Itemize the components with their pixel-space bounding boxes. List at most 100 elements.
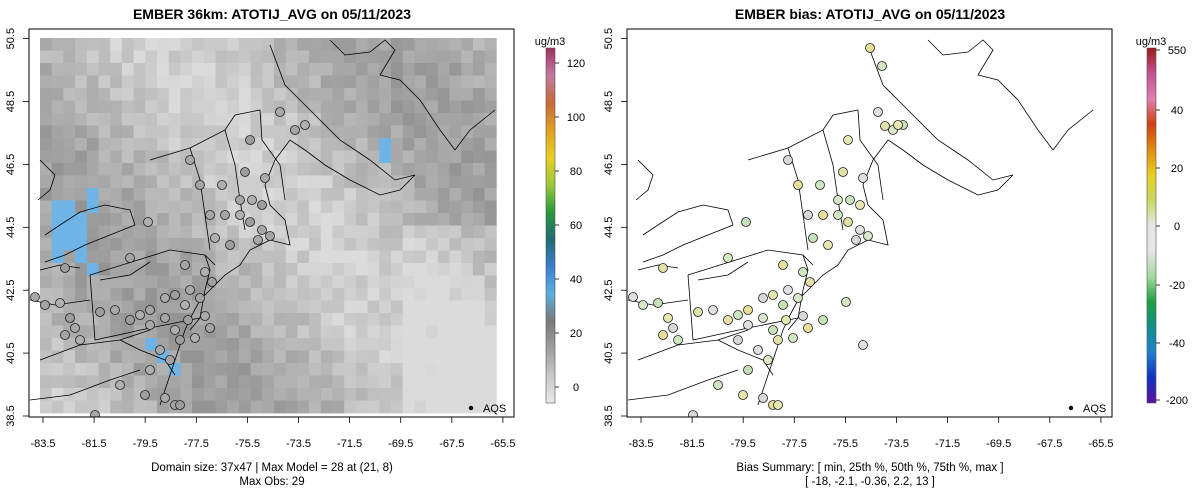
grid-cell [285,175,298,189]
grid-cell [40,325,53,339]
site-marker [823,240,833,250]
grid-cell [192,150,205,164]
grid-cell [285,275,298,289]
grid-cell [192,225,205,239]
grid-cell [192,213,205,226]
grid-cell [192,125,205,139]
grid-cell [379,138,392,151]
grid-cell [238,388,251,401]
grid-cell [472,50,485,64]
grid-cell [203,175,216,189]
grid-cell [402,88,415,101]
grid-cell [145,400,158,414]
grid-cell [391,313,404,326]
grid-cell [110,75,123,89]
grid-cell [227,288,240,301]
grid-cell [121,163,134,176]
grid-cell [285,400,298,414]
grid-cell [227,75,240,89]
grid-cell [121,88,134,101]
grid-cell [437,63,450,76]
grid-cell [297,213,310,226]
grid-cell [414,63,427,76]
grid-cell [121,213,134,226]
grid-cell [157,213,170,226]
colorbar-tick-label: 20 [570,328,582,340]
grid-cell [320,325,333,339]
grid-cell [484,88,497,101]
grid-cell [367,325,380,339]
grid-cell [133,188,146,201]
grid-cell [449,200,462,214]
grid-cell [133,200,146,214]
grid-cell [192,88,205,101]
grid-cell [157,275,170,289]
grid-cell [449,38,462,51]
grid-cell [355,375,368,389]
right-map-background [627,29,1112,417]
grid-cell [227,150,240,164]
grid-cell [157,225,170,239]
grid-cell [98,75,111,89]
grid-cell [274,338,287,351]
grid-cell [98,88,111,101]
grid-cell [285,363,298,376]
grid-cell [379,163,392,176]
grid-cell [426,375,439,389]
grid-cell [449,363,462,376]
grid-cell [484,225,497,239]
grid-cell [379,363,392,376]
site-marker [155,345,165,355]
boundaries [29,39,496,406]
grid-cell [238,100,251,114]
site-marker [743,365,753,375]
grid-cell [484,338,497,351]
grid-cell [250,288,263,301]
grid-cell [75,188,88,201]
grid-cell [391,238,404,251]
grid-cell [51,100,64,114]
grid-cell [238,88,251,101]
grid-cell [414,38,427,51]
grid-cell [297,175,310,189]
grid-cell [250,163,263,176]
grid-cell [110,363,123,376]
grid-cell [63,88,76,101]
grid-cell [262,100,275,114]
grid-cell [449,350,462,364]
grid-cell [461,175,474,189]
grid-cell [63,225,76,239]
grid-cell [203,388,216,401]
grid-cell [367,375,380,389]
grid-cell [63,50,76,64]
grid-cell [426,400,439,414]
site-marker [175,335,185,345]
grid-cell [461,350,474,364]
grid-cell [262,400,275,414]
grid-cell [63,363,76,376]
site-marker [160,313,170,323]
grid-cell [437,288,450,301]
grid-cell [227,100,240,114]
site-marker [743,305,753,315]
grid-cell [309,225,322,239]
grid-cell [110,38,123,51]
grid-cell [379,313,392,326]
grid-cell [414,125,427,139]
grid-cell [75,238,88,251]
grid-cell [355,400,368,414]
grid-cell [344,400,357,414]
grid-cell [215,113,228,126]
grid-cell [121,288,134,301]
grid-cell [309,350,322,364]
grid-cell [227,325,240,339]
colorbar-tick-label: 100 [567,112,585,124]
grid-cell [426,213,439,226]
grid-cell [168,225,181,239]
grid-cell [355,163,368,176]
grid-cell [461,225,474,239]
grid-cell [344,38,357,51]
y-tick-label: 40.5 [5,342,17,363]
grid-cell [75,300,88,314]
grid-cell [180,100,193,114]
